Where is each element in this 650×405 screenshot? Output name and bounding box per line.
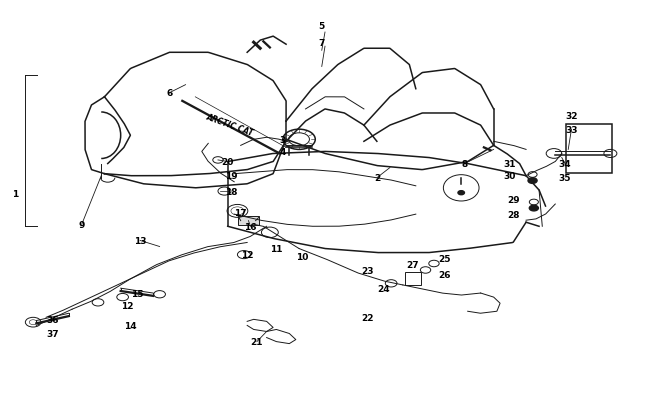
FancyBboxPatch shape (238, 217, 259, 226)
Text: 8: 8 (462, 160, 467, 168)
Text: 19: 19 (225, 172, 237, 181)
Text: 14: 14 (124, 321, 136, 330)
Text: 5: 5 (318, 22, 325, 32)
Circle shape (529, 206, 538, 211)
Text: 26: 26 (439, 271, 451, 279)
Text: 7: 7 (318, 38, 325, 47)
Text: 33: 33 (566, 126, 578, 134)
Text: 12: 12 (121, 301, 133, 310)
Text: 24: 24 (377, 285, 390, 294)
Text: 6: 6 (166, 89, 172, 98)
Text: 9: 9 (79, 220, 85, 229)
Text: 36: 36 (46, 315, 59, 324)
Text: 25: 25 (439, 254, 451, 264)
Text: 23: 23 (361, 266, 373, 276)
Text: 12: 12 (241, 250, 254, 260)
Text: 20: 20 (222, 158, 234, 166)
Text: 15: 15 (131, 289, 143, 298)
Text: 18: 18 (225, 188, 237, 197)
Text: 22: 22 (361, 313, 373, 322)
Text: 11: 11 (270, 245, 283, 254)
Text: 31: 31 (504, 160, 516, 168)
Text: 35: 35 (559, 174, 571, 183)
Text: 13: 13 (134, 237, 146, 245)
Text: 28: 28 (507, 210, 519, 219)
Text: 2: 2 (374, 174, 380, 183)
Text: 1: 1 (12, 190, 18, 199)
Text: 3: 3 (280, 135, 286, 145)
Text: 27: 27 (406, 260, 419, 270)
Text: 29: 29 (507, 196, 519, 205)
Circle shape (528, 178, 537, 184)
Text: 37: 37 (46, 329, 59, 338)
Text: 16: 16 (244, 222, 257, 231)
Text: 10: 10 (296, 252, 309, 262)
Text: 34: 34 (558, 160, 571, 168)
Text: ARCTIC CAT: ARCTIC CAT (205, 113, 255, 138)
Text: 21: 21 (251, 337, 263, 346)
Text: 32: 32 (566, 111, 578, 120)
Text: 17: 17 (235, 208, 247, 217)
Circle shape (458, 191, 465, 195)
Text: 30: 30 (504, 172, 516, 181)
Text: 4: 4 (280, 147, 286, 157)
